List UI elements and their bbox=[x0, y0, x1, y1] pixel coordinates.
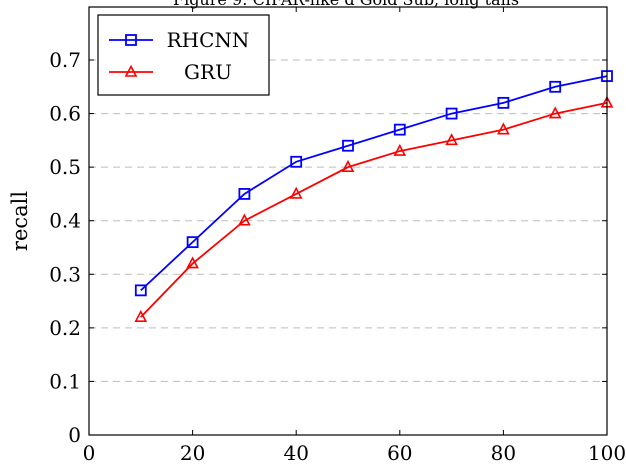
data-point-gru bbox=[134, 309, 148, 322]
y-tick-label: 0 bbox=[68, 423, 81, 447]
y-tick-label: 0.4 bbox=[49, 209, 81, 233]
series-line-gru bbox=[140, 101, 608, 318]
data-point-gru bbox=[548, 106, 562, 119]
series-layer bbox=[134, 70, 614, 322]
legend: RHCNN GRU bbox=[97, 14, 270, 96]
data-point-rhcnn bbox=[393, 123, 406, 136]
legend-item-rhcnn: RHCNN bbox=[109, 28, 249, 52]
series-gru bbox=[134, 95, 614, 322]
y-tick-label: 0.6 bbox=[49, 102, 81, 126]
data-point-rhcnn bbox=[342, 139, 354, 152]
data-point-rhcnn bbox=[186, 236, 199, 249]
y-tick-label: 0.1 bbox=[49, 369, 81, 393]
ticks: 0 0.1 0.2 0.3 0.4 0.5 0.6 0.7 0 20 40 60 80 100 bbox=[49, 7, 626, 465]
data-point-rhcnn bbox=[497, 96, 510, 109]
legend-marker-rhcnn bbox=[125, 34, 137, 46]
chart-title: Figure 9: CIFAR-like d Gold Sub, long ta… bbox=[173, 0, 519, 9]
series-line-rhcnn bbox=[140, 75, 608, 292]
legend-item-gru: GRU bbox=[109, 60, 232, 84]
x-tick-label: 40 bbox=[283, 441, 308, 465]
data-point-rhcnn bbox=[238, 188, 251, 200]
series-rhcnn bbox=[134, 70, 613, 297]
y-tick-label: 0.7 bbox=[49, 48, 81, 72]
data-point-rhcnn bbox=[549, 80, 562, 93]
data-point-gru bbox=[497, 122, 510, 135]
data-point-rhcnn bbox=[445, 107, 458, 120]
x-tick-label: 100 bbox=[588, 441, 626, 465]
y-tick-label: 0.5 bbox=[49, 155, 81, 179]
x-tick-label: 0 bbox=[83, 441, 96, 465]
data-point-gru bbox=[393, 143, 407, 156]
legend-label-gru: GRU bbox=[184, 60, 232, 84]
data-point-gru bbox=[289, 186, 303, 199]
y-tick-label: 0.2 bbox=[49, 316, 81, 340]
y-tick-label: 0.3 bbox=[49, 262, 81, 286]
data-point-gru bbox=[186, 256, 199, 269]
data-point-gru bbox=[445, 133, 458, 146]
x-tick-label: 20 bbox=[180, 441, 205, 465]
x-tick-label: 80 bbox=[491, 441, 516, 465]
data-point-rhcnn bbox=[134, 284, 147, 297]
y-axis-label: recall bbox=[8, 191, 32, 251]
grid bbox=[89, 59, 607, 382]
x-tick-label: 60 bbox=[387, 441, 412, 465]
data-point-rhcnn bbox=[290, 155, 303, 168]
legend-marker-gru bbox=[124, 64, 138, 77]
legend-label-rhcnn: RHCNN bbox=[167, 28, 250, 52]
data-point-gru bbox=[341, 159, 355, 172]
legend-box bbox=[97, 14, 270, 96]
data-point-gru bbox=[238, 213, 251, 226]
